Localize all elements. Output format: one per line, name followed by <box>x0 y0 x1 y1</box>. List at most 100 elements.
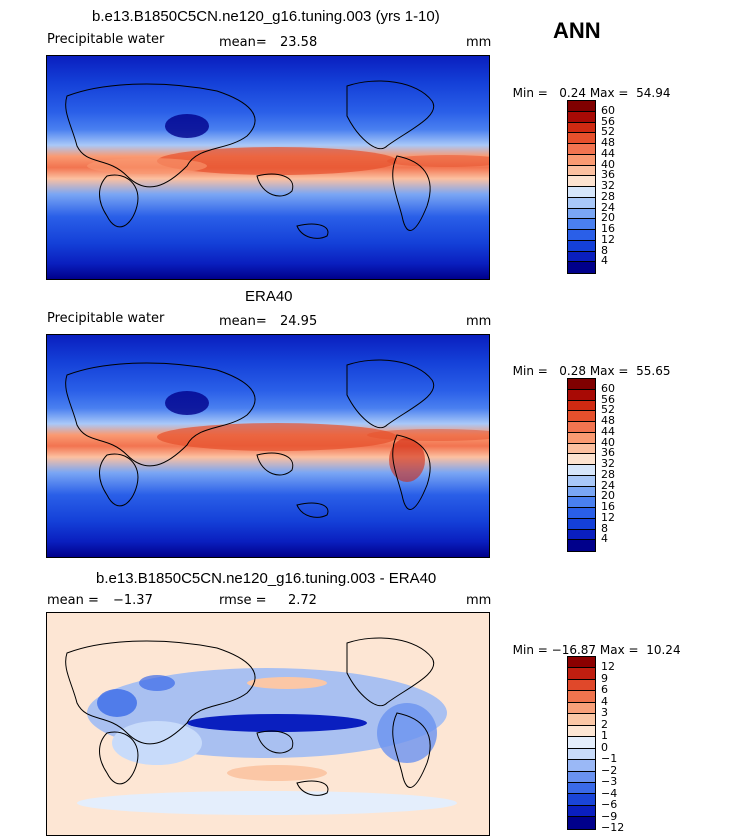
panel-3-colorbar-tick: 6 <box>601 683 608 697</box>
panel-3-colorbar-box <box>568 714 595 726</box>
panel-2-colorbar-tick: 28 <box>601 467 615 481</box>
panel-3-colorbar-tick: 2 <box>601 717 608 731</box>
panel-3-colorbar-box <box>568 725 595 738</box>
panel-1-colorbar-tick: 36 <box>601 168 615 182</box>
panel-3-units: mm <box>466 593 492 608</box>
panel-2-colorbar-box <box>568 518 595 530</box>
panel-1-colorbar-tick: 56 <box>601 114 615 128</box>
panel-3-colorbar-box <box>568 782 595 795</box>
panel-1-colorbar-box <box>568 144 595 155</box>
panel-1-units: mm <box>466 35 492 50</box>
panel-1-colorbar-box <box>568 208 595 220</box>
panel-1-colorbar-tick: 20 <box>601 211 615 225</box>
panel-2-colorbar-box <box>568 379 595 390</box>
panel-2-colorbar-box <box>568 486 595 498</box>
panel-2-colorbar-tick: 44 <box>601 424 615 438</box>
panel-3-max-label: Max = <box>599 643 639 657</box>
panel-1-colorbar-box <box>568 240 595 252</box>
panel-2-variable: Precipitable water <box>47 311 165 326</box>
panel-3-colorbar-tick: −1 <box>601 752 618 766</box>
panel-2-colorbar-box <box>568 508 595 519</box>
panel-2-colorbar-tick: 8 <box>601 521 608 535</box>
panel-2-colorbar-box <box>568 454 595 465</box>
panel-2-colorbar-tick: 24 <box>601 478 615 492</box>
panel-1-colorbar-box <box>568 187 595 198</box>
panel-3-rmse-label: rmse = <box>219 593 267 608</box>
panel-3-colorbar-box <box>568 771 595 783</box>
panel-2-colorbar-ticks: 60 56 52 48 44 40 36 32 28 24 20 16 12 8 4 <box>601 378 641 552</box>
panel-2-max-value: 55.65 <box>636 364 671 378</box>
panel-2-colorbar-tick: 52 <box>601 403 615 417</box>
panel-1-mean-label: mean= <box>219 35 267 50</box>
panel-2-colorbar-box <box>568 443 595 455</box>
panel-1-max-value: 54.94 <box>636 86 671 100</box>
panel-3-min-value: −16.87 <box>551 643 597 657</box>
panel-2-colorbar-box <box>568 389 595 401</box>
panel-1-colorbar-box <box>568 230 595 241</box>
panel-2-min-value: 0.28 <box>559 364 586 378</box>
panel-1-colorbar-tick: 12 <box>601 232 615 246</box>
panel-1-colorbar-box <box>568 154 595 166</box>
panel-1-map <box>46 55 490 280</box>
panel-1-colorbar-box <box>568 176 595 187</box>
season-label: ANN <box>553 18 601 43</box>
panel-1-colorbar-box <box>568 262 595 273</box>
panel-3-mean-label: mean = <box>47 593 99 608</box>
panel-1-variable: Precipitable water <box>47 32 165 47</box>
panel-3-colorbar-tick: −3 <box>601 775 618 789</box>
panel-2-colorbar-tick: 60 <box>601 381 615 395</box>
panel-1-colorbar-tick: 32 <box>601 179 615 192</box>
panel-3-max-value: 10.24 <box>646 643 681 657</box>
panel-2-mean-label: mean= <box>219 314 267 329</box>
panel-3-rmse-value: 2.72 <box>288 593 317 608</box>
panel-1-colorbar-tick: 4 <box>601 254 608 268</box>
panel-1-mean-value: 23.58 <box>280 35 318 50</box>
panel-3-colorbar-box <box>568 817 595 829</box>
panel-3-colorbar-tick: 12 <box>601 660 615 674</box>
panel-1-colorbar-tick: 28 <box>601 189 615 203</box>
panel-3-minmax: Min = −16.87 Max = 10.24 <box>505 629 681 657</box>
panel-2-minmax: Min = 0.28 Max = 55.65 <box>505 350 671 378</box>
panel-1-colorbar-tick: 8 <box>601 243 608 257</box>
panel-3-colorbar-box <box>568 679 595 692</box>
panel-1-colorbar-tick: 60 <box>601 103 615 117</box>
panel-1-colorbar-tick: 24 <box>601 200 615 214</box>
panel-3-min-label: Min = <box>512 643 548 657</box>
panel-2-colorbar-tick: 48 <box>601 414 615 427</box>
panel-3-map <box>46 612 490 836</box>
panel-2-colorbar-box <box>568 540 595 551</box>
panel-2-colorbar-tick: 12 <box>601 510 615 524</box>
panel-3-colorbar <box>567 656 596 830</box>
panel-3-colorbar-tick: 9 <box>601 671 608 685</box>
panel-2-min-label: Min = <box>512 364 548 378</box>
panel-2-units: mm <box>466 314 492 329</box>
panel-2-colorbar-box <box>568 529 595 541</box>
panel-3-colorbar-tick: 0 <box>601 740 608 754</box>
panel-2-colorbar <box>567 378 596 552</box>
panel-1-colorbar <box>567 100 596 274</box>
panel-2-colorbar-tick: 20 <box>601 489 615 503</box>
panel-2-max-label: Max = <box>589 364 629 378</box>
panel-1-colorbar-tick: 52 <box>601 125 615 139</box>
panel-3-colorbar-tick: 3 <box>601 706 608 720</box>
panel-2-colorbar-box <box>568 400 595 412</box>
panel-1-max-label: Max = <box>589 86 629 100</box>
panel-2-colorbar-tick: 16 <box>601 500 615 513</box>
panel-2-colorbar-box <box>568 422 595 433</box>
panel-2-colorbar-box <box>568 497 595 508</box>
panel-2-map <box>46 334 490 558</box>
panel-1-colorbar-ticks: 60 56 52 48 44 40 36 32 28 24 20 16 12 8 4 <box>601 100 641 274</box>
panel-3-colorbar-box <box>568 760 595 772</box>
panel-3-colorbar-box <box>568 691 595 703</box>
panel-2-colorbar-tick: 36 <box>601 446 615 460</box>
panel-3-colorbar-ticks: 12 9 6 4 3 2 1 0 −1 −2 −3 −4 −6 −9 −12 <box>601 656 645 834</box>
panel-3-colorbar-box <box>568 657 595 669</box>
panel-1-colorbar-box <box>568 111 595 123</box>
panel-3-colorbar-box <box>568 702 595 715</box>
panel-3-colorbar-box <box>568 668 595 680</box>
panel-3-title: b.e13.B1850C5CN.ne120_g16.tuning.003 - E… <box>96 570 437 587</box>
panel-3-colorbar-tick: −12 <box>601 821 625 834</box>
panel-3-mean-value: −1.37 <box>113 593 153 608</box>
panel-1-colorbar-box <box>568 133 595 144</box>
panel-3-colorbar-box <box>568 748 595 761</box>
